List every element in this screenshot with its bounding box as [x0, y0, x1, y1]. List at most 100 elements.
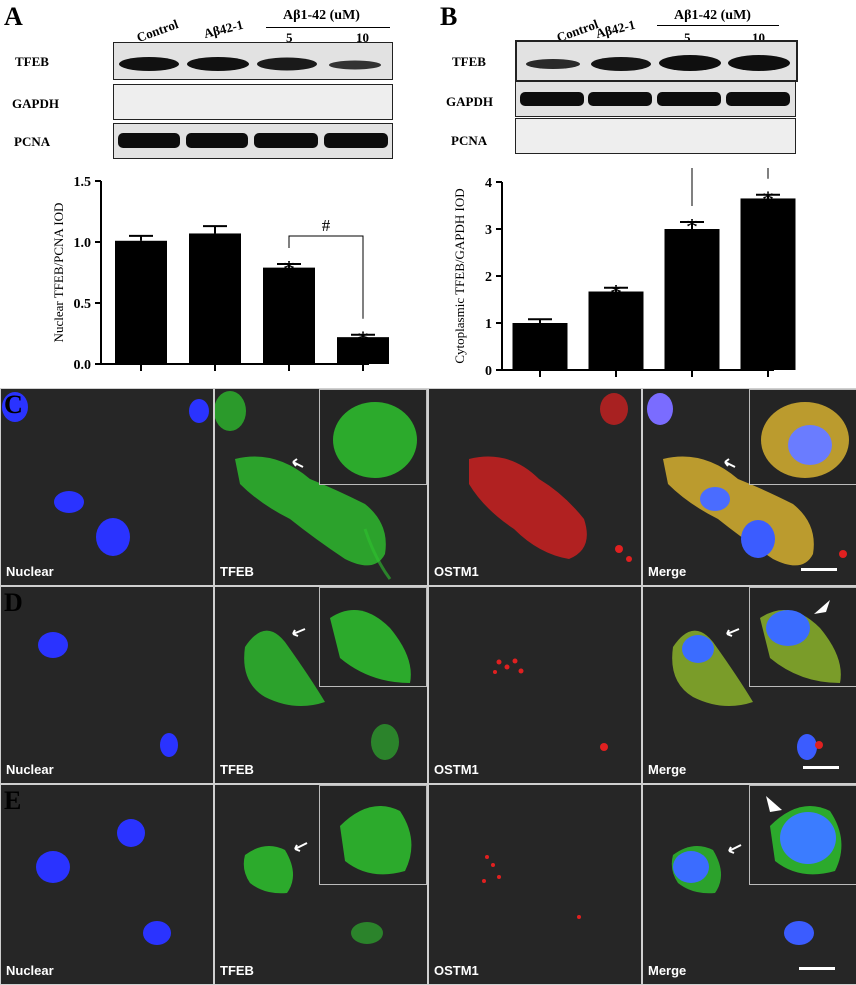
- nucleus: [117, 819, 145, 847]
- inset-zoom: [749, 389, 856, 485]
- micrograph-e-nuclear: Nuclear: [0, 784, 214, 985]
- y-axis-label: Nuclear TFEB/PCNA IOD: [51, 203, 66, 343]
- puncta: [615, 545, 623, 553]
- row-label-tfeb: TFEB: [15, 54, 49, 69]
- significance-mark: *: [610, 281, 622, 307]
- inset-zoom: [319, 587, 427, 687]
- channel-label-tfeb: TFEB: [220, 963, 254, 978]
- blot-a-tfeb: [113, 42, 393, 80]
- y-axis-label: Cytoplasmic TFEB/GAPDH IOD: [452, 188, 467, 363]
- nucleus: [673, 851, 709, 883]
- band: [659, 55, 721, 71]
- cell-signal: [663, 456, 814, 566]
- micrograph-c-ostm1: OSTM1: [428, 388, 642, 586]
- neurite: [363, 528, 392, 580]
- micrograph-d-merge: Merge: [642, 586, 856, 784]
- arrow-icon: [724, 458, 736, 468]
- panel-label-b: B: [440, 2, 458, 31]
- y-tick-label: 3: [485, 223, 492, 238]
- channel-label-nuclear: Nuclear: [6, 963, 54, 978]
- micrograph-d-nuclear: Nuclear: [0, 586, 214, 784]
- nucleus: [54, 491, 84, 513]
- puncta: [626, 556, 632, 562]
- cell-signal: [371, 724, 399, 760]
- nucleus: [647, 393, 673, 425]
- nucleus: [160, 733, 178, 757]
- micrograph-d-tfeb: TFEB: [214, 586, 428, 784]
- nucleus: [2, 392, 28, 422]
- puncta: [482, 879, 486, 883]
- nucleus: [36, 851, 70, 883]
- channel-label-nuclear: Nuclear: [6, 564, 54, 579]
- arrowhead-icon: [766, 796, 782, 812]
- inset-zoom: [749, 587, 856, 687]
- puncta: [493, 670, 497, 674]
- band: [591, 57, 651, 71]
- significance-mark: *: [357, 328, 369, 354]
- nucleus: [38, 632, 68, 658]
- lane-header-dose-low: 5: [286, 30, 293, 45]
- puncta: [497, 875, 501, 879]
- arrow-icon: [728, 844, 742, 854]
- blot-a-gapdh: [113, 84, 393, 120]
- significance-mark: *: [283, 257, 295, 283]
- scale-bar: [799, 967, 835, 970]
- row-label-gapdh: GAPDH: [446, 94, 493, 109]
- lane-header-dose-low: 5: [684, 30, 691, 45]
- bar-3: [337, 337, 389, 364]
- band: [254, 133, 318, 148]
- nucleus: [741, 520, 775, 558]
- y-tick-label: 1.0: [74, 236, 92, 251]
- puncta: [512, 658, 518, 664]
- micrograph-c-merge: Merge: [642, 388, 856, 586]
- band: [187, 57, 249, 71]
- cell-signal: [333, 402, 417, 478]
- bar-1: [588, 291, 644, 370]
- nucleus: [143, 921, 171, 945]
- band: [526, 59, 580, 69]
- inset-zoom: [319, 389, 427, 485]
- cell-signal: [244, 630, 325, 706]
- lane-header-reverse: Aβ42-1: [594, 16, 637, 42]
- band: [186, 133, 248, 148]
- lane-header-abeta: Aβ1-42 (uM): [674, 8, 751, 23]
- channel-label-tfeb: TFEB: [220, 762, 254, 777]
- abeta-header-line: [266, 27, 390, 28]
- nucleus: [700, 487, 730, 511]
- significance-bracket: [288, 235, 364, 319]
- inset-zoom: [749, 785, 856, 885]
- cell-signal: [243, 846, 294, 894]
- channel-label-merge: Merge: [648, 564, 687, 579]
- nucleus: [797, 734, 817, 760]
- band: [728, 55, 790, 71]
- significance-mark: *: [762, 188, 774, 214]
- channel-label-merge: Merge: [648, 963, 687, 978]
- panel-label-c: C: [4, 390, 23, 419]
- micrograph-c-nuclear: Nuclear: [0, 388, 214, 586]
- puncta: [496, 659, 502, 665]
- blot-b-tfeb: [515, 40, 798, 82]
- puncta: [504, 664, 510, 670]
- significance-bracket-label: #: [322, 216, 331, 235]
- channel-label-nuclear: Nuclear: [6, 762, 54, 777]
- inset-zoom: [319, 785, 427, 885]
- micrograph-e-tfeb: TFEB: [214, 784, 428, 985]
- nucleus: [96, 518, 130, 556]
- micrograph-c-tfeb: TFEB: [214, 388, 428, 586]
- nucleus: [189, 399, 209, 423]
- band: [257, 57, 317, 71]
- puncta: [491, 863, 495, 867]
- scale-bar: [803, 766, 839, 769]
- nucleus: [780, 812, 836, 864]
- channel-label-ostm1: OSTM1: [434, 762, 479, 777]
- nucleus: [682, 635, 714, 663]
- row-label-gapdh: GAPDH: [12, 96, 59, 111]
- bar-2: [263, 267, 315, 364]
- bar-1: [189, 233, 241, 364]
- arrowhead-icon: [814, 600, 830, 614]
- band: [119, 57, 179, 71]
- bar-0: [115, 240, 167, 364]
- panel-label-d: D: [4, 588, 23, 617]
- y-tick-label: 1.5: [74, 175, 92, 190]
- nucleus: [788, 425, 832, 465]
